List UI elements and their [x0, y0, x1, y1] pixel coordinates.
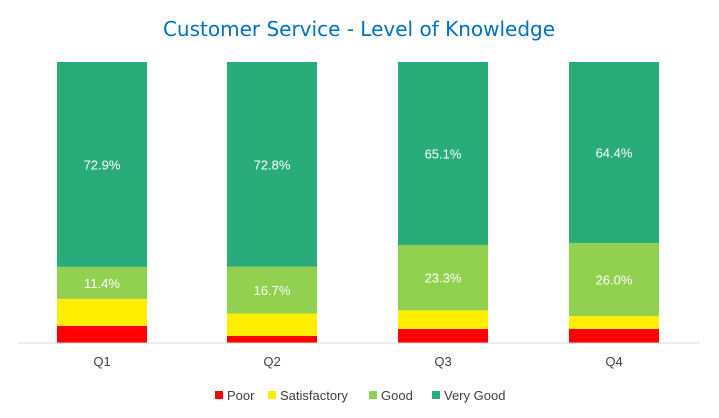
bar-segment-satisfactory-q4 [569, 316, 659, 329]
legend-label-very-good: Very Good [444, 388, 505, 403]
bar-segment-good-q2 [227, 266, 317, 314]
data-label-good-q2: 16.7% [254, 283, 291, 298]
data-label-very-good-q1: 72.9% [84, 157, 121, 172]
legend-item-very-good: Very Good [432, 388, 505, 403]
bar-segment-good-q3 [398, 244, 488, 311]
legend-label-poor: Poor [227, 388, 255, 403]
bar-segment-satisfactory-q1 [57, 298, 147, 326]
legend-swatch-good [369, 391, 377, 399]
legend-label-satisfactory: Satisfactory [280, 388, 348, 403]
bar-segment-poor-q4 [569, 328, 659, 343]
data-label-very-good-q3: 65.1% [425, 146, 462, 161]
data-label-good-q1: 11.4% [84, 276, 120, 291]
bar-segment-very-good-q4 [569, 62, 659, 243]
legend-swatch-satisfactory [268, 391, 276, 399]
legend-item-poor: Poor [215, 388, 255, 403]
legend: Poor Satisfactory Good Very Good [215, 388, 505, 403]
bar-segment-satisfactory-q2 [227, 313, 317, 336]
data-label-very-good-q2: 72.8% [254, 157, 291, 172]
data-label-very-good-q4: 64.4% [596, 145, 633, 160]
legend-item-satisfactory: Satisfactory [268, 388, 348, 403]
plot-area: 11.4% 72.9% Q1 16.7% 72.8% Q2 23.3% 65.1% Q3 26.0… [57, 62, 659, 369]
bar-segment-very-good-q2 [227, 62, 317, 267]
bar-segment-poor-q3 [398, 328, 488, 343]
legend-item-good: Good [369, 388, 413, 403]
data-label-good-q4: 26.0% [596, 272, 633, 287]
legend-swatch-very-good [432, 391, 440, 399]
bar-segment-very-good-q1 [57, 62, 147, 267]
bar-segment-very-good-q3 [398, 62, 488, 245]
data-label-good-q3: 23.3% [425, 271, 462, 286]
bar-segment-poor-q1 [57, 325, 147, 343]
x-tick-label-q1: Q1 [93, 354, 110, 369]
chart-title: Customer Service - Level of Knowledge [163, 17, 555, 41]
legend-label-good: Good [381, 388, 413, 403]
bar-segment-good-q4 [569, 242, 659, 317]
bar-segment-good-q1 [57, 266, 147, 299]
x-tick-label-q4: Q4 [605, 354, 622, 369]
x-tick-label-q2: Q2 [263, 354, 280, 369]
bar-segment-poor-q2 [227, 335, 317, 343]
x-tick-label-q3: Q3 [434, 354, 451, 369]
legend-swatch-poor [215, 391, 223, 399]
bar-segment-satisfactory-q3 [398, 310, 488, 329]
